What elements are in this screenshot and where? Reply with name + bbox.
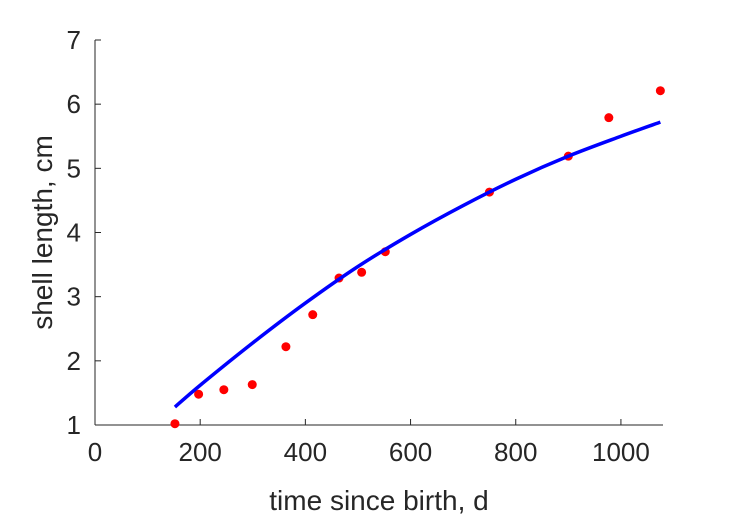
x-tick-label: 0: [88, 437, 102, 467]
data-point: [308, 310, 318, 320]
data-point: [281, 342, 291, 352]
y-axis-label: shell length, cm: [27, 135, 58, 330]
y-tick-label: 1: [67, 410, 81, 440]
data-point: [194, 389, 204, 399]
x-tick-label: 200: [178, 437, 221, 467]
y-tick-label: 5: [67, 153, 81, 183]
y-tick-label: 4: [67, 218, 81, 248]
y-tick-label: 2: [67, 346, 81, 376]
data-point: [655, 86, 665, 96]
y-tick-label: 7: [67, 25, 81, 55]
y-tick-label: 3: [67, 282, 81, 312]
series-layer: [170, 86, 665, 429]
data-point: [170, 419, 180, 429]
x-tick-label: 1000: [592, 437, 650, 467]
fit-curve-line: [173, 120, 661, 409]
x-tick-label: 400: [284, 437, 327, 467]
data-point: [357, 267, 367, 277]
data-point: [219, 385, 229, 395]
data-point: [247, 380, 257, 390]
x-tick-label: 600: [389, 437, 432, 467]
data-point: [604, 113, 614, 123]
y-tick-label: 6: [67, 89, 81, 119]
x-tick-label: 800: [494, 437, 537, 467]
x-axis-label: time since birth, d: [269, 485, 488, 516]
axes: 0 200 400 600 800 1000 1 2 3 4 5 6 7: [67, 25, 663, 467]
